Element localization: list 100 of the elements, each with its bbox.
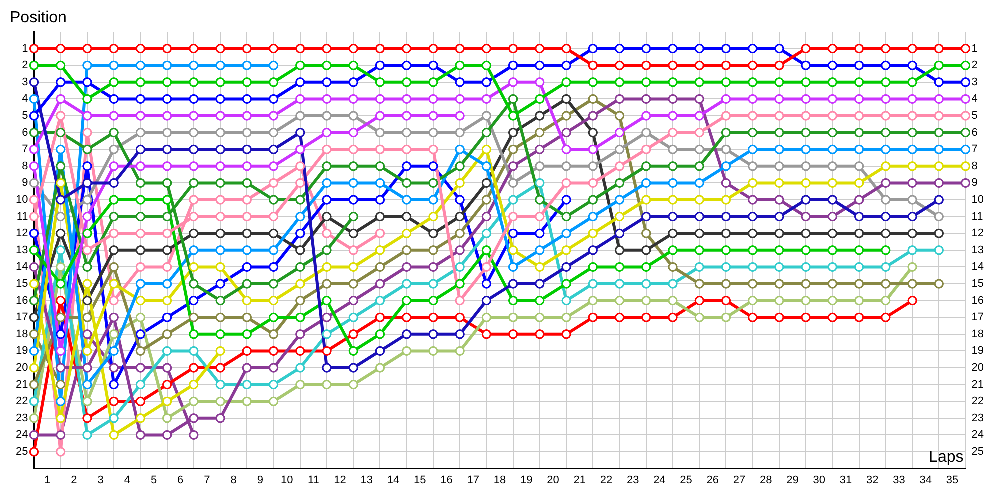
point: [322, 296, 332, 306]
point: [694, 312, 704, 322]
point: [322, 195, 332, 205]
point: [535, 60, 545, 70]
point: [482, 128, 492, 138]
point: [934, 162, 944, 172]
y-tick-label: 19: [16, 345, 28, 358]
point: [694, 228, 704, 238]
point: [56, 246, 66, 256]
y-tick-label: 21: [16, 378, 28, 391]
y2-tick-label: 15: [972, 278, 984, 290]
point: [242, 312, 252, 322]
point: [854, 312, 864, 322]
point: [428, 94, 438, 104]
x-tick-label: 2: [71, 474, 78, 486]
y2-tick-label: 13: [972, 244, 984, 256]
point: [428, 178, 438, 188]
point: [774, 128, 784, 138]
point: [908, 60, 918, 70]
point: [508, 195, 518, 205]
point: [82, 346, 92, 356]
point: [269, 296, 279, 306]
point: [296, 44, 306, 54]
point: [82, 94, 92, 104]
point: [189, 396, 199, 406]
point: [242, 396, 252, 406]
point: [508, 78, 518, 88]
point: [721, 212, 731, 222]
point: [348, 195, 358, 205]
point: [269, 396, 279, 406]
point: [721, 262, 731, 272]
point: [908, 279, 918, 289]
point: [642, 94, 652, 104]
x-tick-label: 5: [150, 474, 158, 486]
point: [322, 144, 332, 154]
point: [642, 212, 652, 222]
point: [828, 279, 838, 289]
point: [109, 296, 119, 306]
point: [56, 144, 66, 154]
point: [242, 78, 252, 88]
point: [615, 60, 625, 70]
point: [428, 262, 438, 272]
point: [348, 380, 358, 390]
point: [375, 363, 385, 373]
point: [508, 60, 518, 70]
point: [402, 246, 412, 256]
point: [82, 262, 92, 272]
point: [56, 162, 66, 172]
point: [189, 330, 199, 340]
point: [961, 162, 971, 172]
point: [694, 246, 704, 256]
point: [29, 312, 39, 322]
point: [136, 212, 146, 222]
point: [562, 195, 572, 205]
y2-tick-label: 9: [972, 177, 978, 190]
point: [562, 128, 572, 138]
point: [854, 228, 864, 238]
point: [162, 162, 172, 172]
x-tick-label: 22: [600, 474, 613, 486]
x-tick-label: 9: [257, 474, 264, 486]
point: [216, 60, 226, 70]
point: [109, 246, 119, 256]
point: [348, 60, 358, 70]
point: [375, 195, 385, 205]
point: [82, 396, 92, 406]
point: [189, 144, 199, 154]
point: [322, 162, 332, 172]
point: [402, 279, 412, 289]
point: [455, 178, 465, 188]
point: [56, 279, 66, 289]
point: [455, 228, 465, 238]
point: [348, 312, 358, 322]
point: [296, 60, 306, 70]
point: [535, 178, 545, 188]
point: [402, 262, 412, 272]
point: [482, 60, 492, 70]
point: [189, 312, 199, 322]
point: [854, 195, 864, 205]
point: [694, 212, 704, 222]
point: [828, 178, 838, 188]
point: [801, 279, 811, 289]
x-tick-label: 17: [467, 474, 480, 486]
point: [482, 78, 492, 88]
point: [296, 296, 306, 306]
point: [269, 246, 279, 256]
point: [668, 44, 678, 54]
point: [162, 44, 172, 54]
point: [109, 312, 119, 322]
point: [615, 162, 625, 172]
point: [56, 262, 66, 272]
point: [961, 128, 971, 138]
point: [694, 44, 704, 54]
point: [162, 430, 172, 440]
point: [854, 279, 864, 289]
point: [535, 262, 545, 272]
point: [296, 330, 306, 340]
point: [216, 396, 226, 406]
point: [402, 44, 412, 54]
point: [296, 246, 306, 256]
point: [908, 94, 918, 104]
